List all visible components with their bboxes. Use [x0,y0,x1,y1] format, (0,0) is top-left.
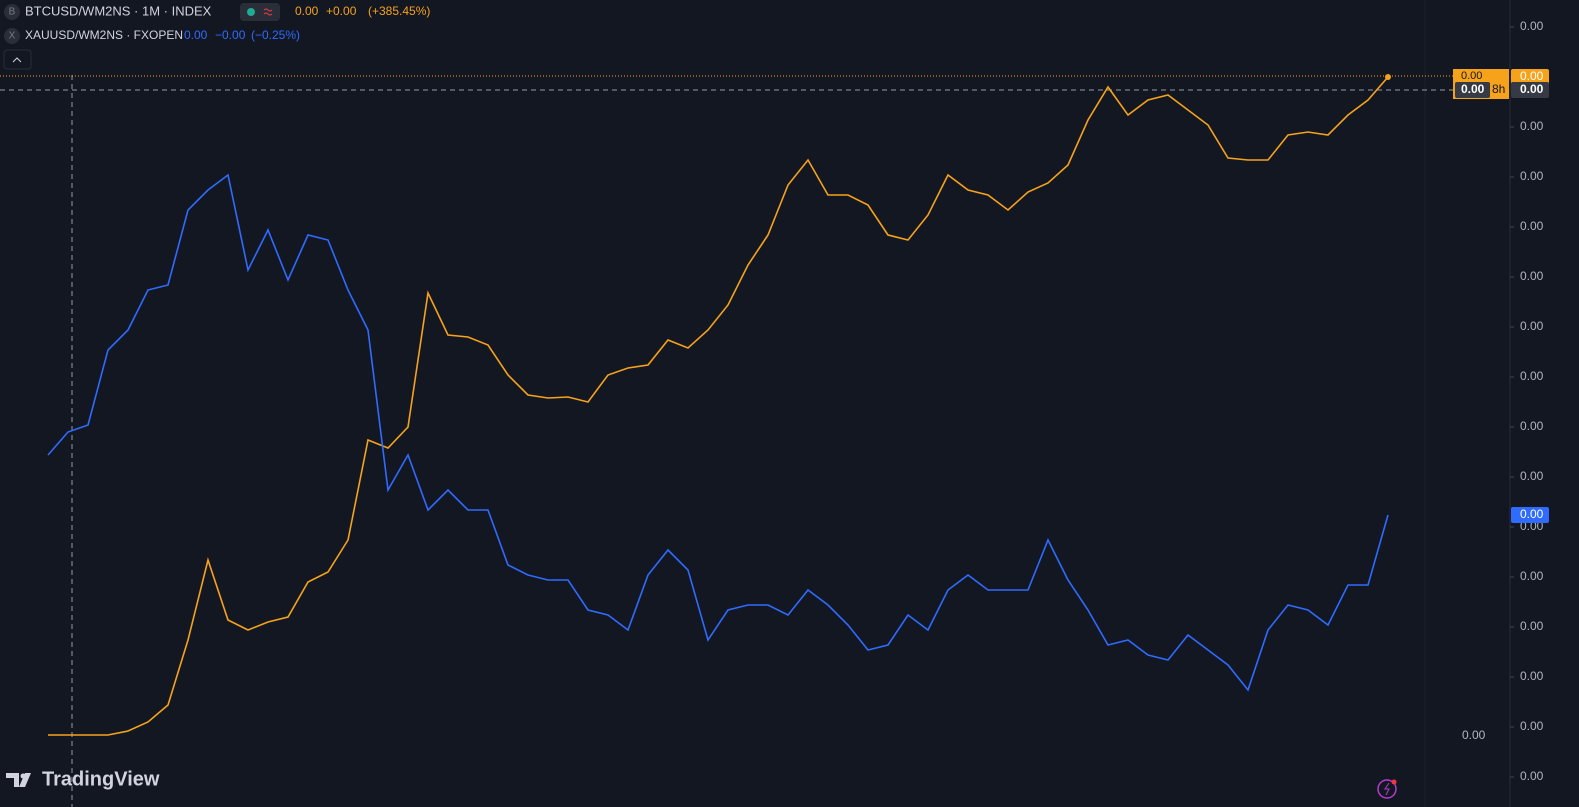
last-point [1385,74,1391,80]
price-badge-label: 0.00 [1520,69,1544,83]
status-pill[interactable] [240,3,280,21]
series-line [48,76,1389,736]
y-tick-label: 0.00 [1520,319,1544,333]
legend-entry: XAUUSD/WM2NS · FXOPEN [25,28,183,42]
y-tick-label: 0.00 [1520,719,1544,733]
crosshair-price: 0.00 [1520,82,1544,96]
countdown: 8h [1492,82,1505,96]
icon-bg [4,4,20,20]
legend-value: 0.00 [184,28,208,42]
legend-value: 0.00 [295,4,319,18]
y-tick-label: 0.00 [1520,569,1544,583]
price-badge [1511,69,1549,85]
crosshair-badge [1511,82,1549,98]
legend: B BTCUSD/WM2NS · 1M · INDEX 0.00 +0.00 (… [3,3,430,70]
legend-percent: (−0.25%) [251,28,300,42]
status-dot [247,8,255,16]
symbol-icon: X [9,31,16,42]
price-badge-label: 0.00 [1520,507,1544,521]
collapse-icon [12,57,22,63]
legend-change: −0.00 [215,28,246,42]
y-tick-label: 0.00 [1520,769,1544,783]
y-tick-label: 0.00 [1520,369,1544,383]
watermark-logo [6,773,31,787]
collapse-button[interactable] [3,49,32,70]
legend-change: +0.00 [326,4,357,18]
price-badge [1511,507,1549,523]
y-tick-label: 0.00 [1520,469,1544,483]
symbol-icon: B [9,7,16,18]
y-tick-label: 0.00 [1520,669,1544,683]
y-tick-label: 0.00 [1520,619,1544,633]
crosshair-price: 0.00 [1461,82,1485,96]
icon-bg [4,28,20,44]
y-tick-label: 0.00 [1520,19,1544,33]
legend-percent: (+385.45%) [368,4,430,18]
status-icon [263,8,273,16]
alert-icon[interactable] [1377,779,1397,799]
alert-badge [1391,779,1397,785]
y-tick-label: 0.00 [1520,219,1544,233]
y-tick-label: 0.00 [1520,169,1544,183]
y-tick-label: 0.00 [1520,419,1544,433]
left-scale-label: 0.00 [1462,728,1486,742]
alert-bolt [1384,782,1390,796]
crosshair-badge-left [1455,82,1490,98]
legend-entry: BTCUSD/WM2NS · 1M · INDEX [25,3,212,18]
logo-dot [20,773,26,779]
series-line [47,173,1389,692]
y-tick-label: 0.00 [1520,269,1544,283]
watermark: TradingView [42,768,160,790]
y-tick-label: 0.00 [1520,119,1544,133]
overlay-label: 0.00 [1461,70,1482,82]
